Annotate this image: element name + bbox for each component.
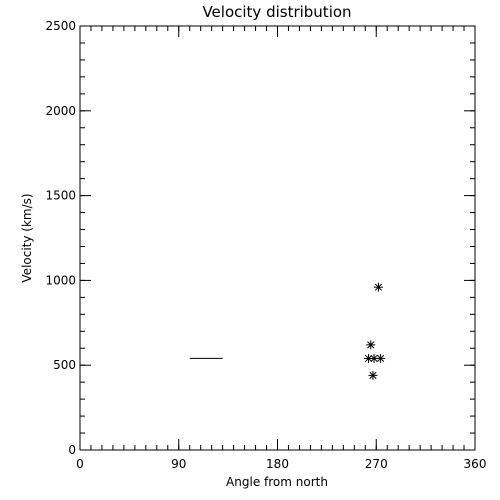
y-tick-label: 0 (68, 443, 76, 457)
x-axis-title: Angle from north (226, 475, 328, 489)
data-point-stroke (369, 371, 377, 379)
data-point-stroke (370, 354, 378, 363)
data-point-stroke (367, 341, 375, 349)
data-marks (189, 282, 386, 380)
x-tick-label: 0 (76, 457, 84, 471)
data-point (364, 353, 374, 363)
chart-title: Velocity distribution (202, 3, 351, 21)
y-tick-label: 1500 (45, 189, 76, 203)
data-point (376, 353, 386, 363)
plot-frame (79, 25, 476, 451)
data-point-stroke (364, 354, 373, 363)
data-point-stroke (377, 354, 385, 363)
data-point (368, 370, 378, 380)
y-tick-label: 2500 (45, 19, 76, 33)
y-tick-label: 1000 (45, 273, 76, 287)
x-tick-label: 90 (171, 457, 186, 471)
axis-tick-labels: 0 90 180 270 360 0 500 1000 1500 2000 2500 (45, 19, 486, 471)
axis-ticks (79, 25, 476, 451)
y-axis-title: Velocity (km/s) (20, 193, 34, 282)
data-point-stroke (374, 283, 383, 291)
y-tick-label: 500 (53, 358, 76, 372)
x-tick-label: 270 (365, 457, 388, 471)
x-tick-label: 180 (266, 457, 289, 471)
x-tick-label: 360 (464, 457, 487, 471)
data-point (366, 340, 376, 350)
data-point (373, 282, 383, 292)
y-tick-label: 2000 (45, 104, 76, 118)
